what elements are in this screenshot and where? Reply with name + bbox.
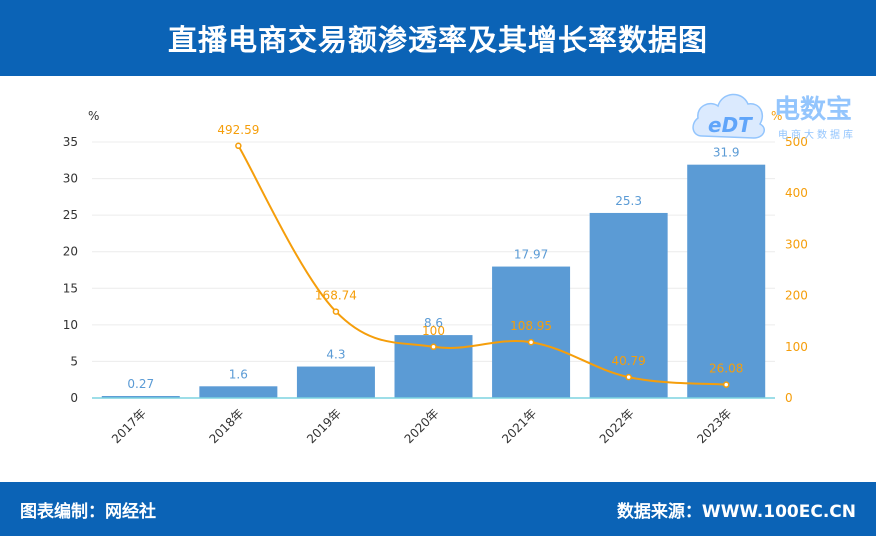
bar-value-label: 31.9 [713,146,740,160]
bar [199,386,278,398]
line-value-label: 100 [422,324,445,338]
svg-text:eDT: eDT [708,113,753,137]
y-left-tick-label: 10 [63,318,78,332]
bar-value-label: 8.6 [424,316,443,330]
footer-source: 数据来源：WWW.100EC.CN [616,501,856,522]
header-bar: 直播电商交易额渗透率及其增长率数据图 [0,0,876,76]
bar-value-label: 4.3 [326,348,345,362]
y-right-unit: % [771,109,782,123]
line-value-label: 168.74 [315,289,357,303]
svg-text:电数宝: 电数宝 [774,94,852,125]
svg-text:电商大数据库: 电商大数据库 [778,128,856,141]
x-tick-label: 2021年 [499,406,539,446]
bar [589,212,668,398]
bar [687,164,766,398]
line-point [527,338,535,346]
line-point [332,308,340,315]
bar-series [101,164,766,398]
cloud-logo-icon: eDT 电数宝 电商大数据库 [692,93,856,141]
bar [492,266,571,398]
bar-value-label: 25.3 [615,194,642,208]
x-tick-label: 2020年 [402,406,442,446]
y-right-tick-label: 400 [785,186,808,200]
y-left-tick-label: 25 [63,208,78,222]
line-point [235,142,242,150]
bar-value-label: 17.97 [514,248,548,262]
x-tick-label: 2018年 [206,406,246,446]
footer-credit: 图表编制：网经社 [20,501,156,522]
line-point [625,373,632,381]
x-tick-label: 2017年 [109,406,149,446]
combo-chart: 0 5 10 15 20 25 30 35% 0 100 200 300 400 500% 2017年 201… [63,109,808,446]
edt-logo: eDT 电数宝 电商大数据库 [690,80,876,150]
y-left-unit: % [88,109,99,123]
line-point [430,343,437,351]
x-tick-label: 2022年 [597,406,637,446]
line-value-label: 40.79 [611,354,645,368]
data-labels: 0.27 1.6 4.3 8.6 17.97 25.3 31.9 492.59 168.74 10… [127,123,743,391]
grid-lines [92,141,775,362]
line-series [235,142,730,388]
y-left-tick-label: 15 [63,281,78,295]
y-left-tick-label: 35 [63,135,78,149]
bar-value-label: 1.6 [229,367,248,381]
y-right-tick-label: 300 [785,237,808,251]
y-right-tick-label: 500 [785,135,808,149]
y-left-tick-label: 5 [70,354,78,368]
y-left-tick-label: 20 [63,245,78,259]
line-value-label: 492.59 [217,123,259,137]
bar-value-label: 0.27 [127,377,154,391]
line-value-label: 26.08 [709,362,743,376]
y-left-tick-label: 0 [70,391,78,405]
line-value-label: 108.95 [510,319,552,333]
chart-area: 0 5 10 15 20 25 30 35% 0 100 200 300 400 500% 2017年 201… [0,76,876,482]
y-right-tick-label: 200 [785,289,808,303]
y-right-tick-label: 100 [785,340,808,354]
y-right-tick-label: 0 [785,391,793,405]
x-tick-label: 2019年 [304,406,344,446]
footer-bar: 图表编制：网经社 数据来源：WWW.100EC.CN [0,482,876,536]
page-title: 直播电商交易额渗透率及其增长率数据图 [167,23,708,57]
x-tick-label: 2023年 [694,406,734,446]
bar [101,396,180,398]
y-left-tick-label: 30 [63,172,78,186]
line-point [722,381,730,388]
bar [296,366,375,398]
